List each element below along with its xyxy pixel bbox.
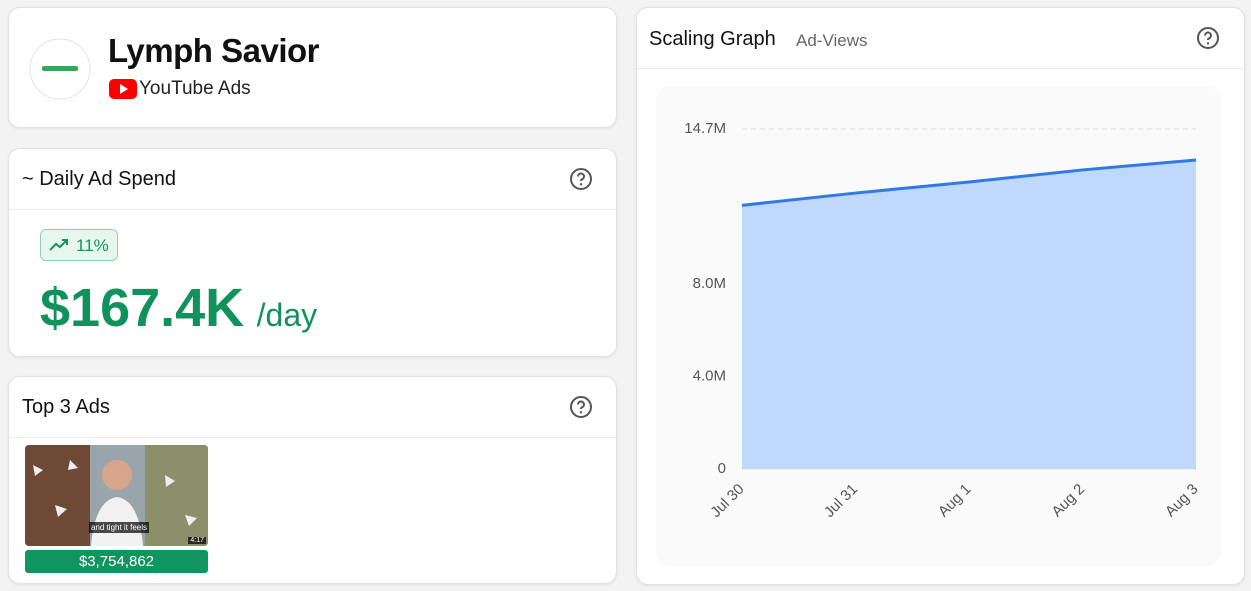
card-title: Top 3 Ads — [22, 396, 110, 418]
chart-subtitle: Ad-Views — [796, 31, 868, 50]
top-ads-card: Top 3 Ads and tight it feels 4:17 $3,754… — [8, 376, 617, 584]
help-icon[interactable] — [1196, 26, 1220, 50]
ad-duration: 4:17 — [188, 537, 206, 544]
platform: YouTube Ads — [139, 78, 251, 99]
daily-spend-card: ~ Daily Ad Spend 11% $167.4K /day — [8, 148, 617, 357]
brand-card: Lymph Savior YouTube Ads — [8, 7, 617, 128]
help-icon[interactable] — [569, 395, 593, 419]
brand-logo — [29, 38, 91, 100]
area-line — [741, 158, 1197, 207]
card-title: ~ Daily Ad Spend — [22, 168, 176, 190]
card-header: Scaling Graph Ad-Views — [637, 8, 1244, 69]
help-icon[interactable] — [569, 167, 593, 191]
trend-icon — [49, 239, 68, 251]
amount: $167.4K — [40, 278, 245, 338]
scaling-graph-card: Scaling Graph Ad-Views 0 4.0M 8.0M 14.7M Jul… — [636, 7, 1245, 585]
change-badge: 11% — [40, 229, 118, 261]
y-tick-label: 0 — [718, 460, 726, 477]
card-header: Top 3 Ads — [9, 377, 616, 438]
change-value: 11% — [76, 236, 109, 255]
brand-name: Lymph Savior — [108, 32, 320, 69]
area-fill — [742, 159, 1196, 469]
spend-amount: $167.4K /day — [40, 277, 317, 339]
y-tick-label: 4.0M — [693, 367, 726, 384]
unit: /day — [256, 297, 318, 333]
y-tick-label: 14.7M — [684, 120, 726, 137]
card-header: ~ Daily Ad Spend — [9, 149, 616, 210]
youtube-icon — [109, 79, 137, 99]
ad-caption: and tight it feels — [89, 522, 150, 533]
y-tick-label: 8.0M — [693, 275, 726, 292]
chart-title: Scaling Graph — [649, 28, 776, 50]
ad-spend: $3,754,862 — [25, 550, 208, 573]
ad-thumbnail[interactable]: and tight it feels 4:17 — [25, 445, 208, 546]
